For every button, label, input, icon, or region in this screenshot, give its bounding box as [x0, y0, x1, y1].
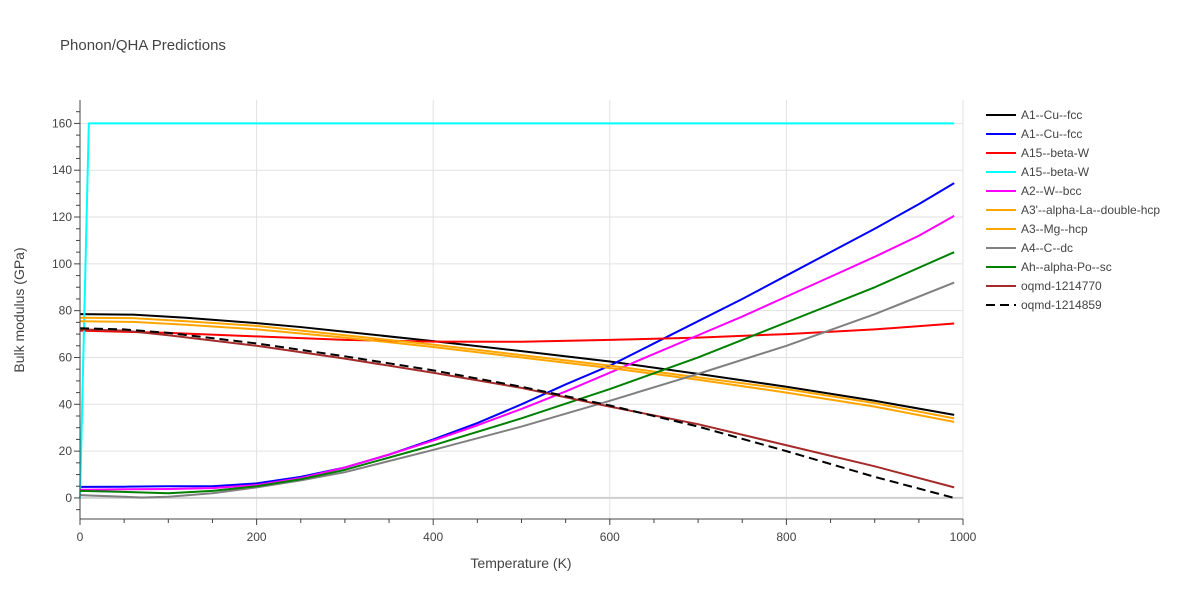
y-tick-label: 20 [59, 444, 73, 458]
plot-series [79, 122, 955, 499]
legend-label: A1--Cu--fcc [1021, 108, 1082, 122]
y-gridlines [80, 122, 963, 499]
legend-item[interactable]: Ah--alpha-Po--sc [986, 260, 1112, 274]
x-axis-title: Temperature (K) [470, 555, 571, 571]
legend-item[interactable]: A2--W--bcc [986, 184, 1081, 198]
y-tick-labels: 0 20 40 60 80 100 120 140 160 [52, 116, 72, 505]
legend-label: Ah--alpha-Po--sc [1021, 260, 1112, 274]
legend-item[interactable]: A3'--alpha-La--double-hcp [986, 203, 1160, 217]
y-tick-label: 60 [59, 350, 73, 364]
legend-label: A15--beta-W [1021, 165, 1090, 179]
y-axis-title: Bulk modulus (GPa) [11, 247, 27, 372]
legend-label: A3--Mg--hcp [1021, 222, 1088, 236]
chart-title: Phonon/QHA Predictions [60, 37, 226, 54]
x-tick-label: 200 [247, 530, 267, 544]
series-line-6 [79, 316, 955, 420]
series-line-9 [79, 251, 955, 495]
y-tick-label: 100 [52, 257, 72, 271]
series-line-4 [79, 122, 955, 498]
y-tick-label: 40 [59, 397, 73, 411]
legend-item[interactable]: A4--C--dc [986, 241, 1073, 255]
legend-item[interactable]: A15--beta-W [986, 165, 1090, 179]
legend-item[interactable]: oqmd-1214859 [986, 298, 1102, 312]
series-line-3 [79, 322, 955, 343]
x-tick-label: 600 [600, 530, 620, 544]
x-tick-label: 800 [776, 530, 796, 544]
legend-label: A2--W--bcc [1021, 184, 1081, 198]
y-tick-label: 140 [52, 163, 72, 177]
legend-item[interactable]: oqmd-1214770 [986, 279, 1102, 293]
series-line-2 [79, 182, 955, 488]
series-line-1 [79, 313, 955, 416]
x-tick-label: 400 [423, 530, 443, 544]
legend-item[interactable]: A15--beta-W [986, 146, 1090, 160]
y-tick-label: 120 [52, 210, 72, 224]
series-line-7 [79, 320, 955, 423]
series-line-10 [79, 328, 955, 489]
y-tick-label: 160 [52, 116, 72, 130]
x-tick-labels: 0 200 400 600 800 1000 [77, 530, 977, 544]
legend-label: A15--beta-W [1021, 146, 1090, 160]
y-tick-label: 80 [59, 304, 73, 318]
legend-item[interactable]: A3--Mg--hcp [986, 222, 1088, 236]
legend-label: oqmd-1214770 [1021, 279, 1102, 293]
series-line-8 [79, 281, 955, 499]
legend-label: A3'--alpha-La--double-hcp [1021, 203, 1160, 217]
legend-label: oqmd-1214859 [1021, 298, 1102, 312]
series-line-11 [79, 327, 955, 499]
x-tick-label: 1000 [950, 530, 977, 544]
x-tick-label: 0 [77, 530, 84, 544]
axes [74, 100, 964, 525]
series-line-5 [79, 214, 955, 491]
legend-label: A1--Cu--fcc [1021, 127, 1082, 141]
y-tick-label: 0 [65, 491, 72, 505]
legend-item[interactable]: A1--Cu--fcc [986, 108, 1082, 122]
legend-item[interactable]: A1--Cu--fcc [986, 127, 1082, 141]
x-gridlines [256, 100, 964, 519]
legend[interactable]: A1--Cu--fcc A1--Cu--fcc A15--beta-W A15--be… [986, 108, 1160, 312]
legend-label: A4--C--dc [1021, 241, 1073, 255]
